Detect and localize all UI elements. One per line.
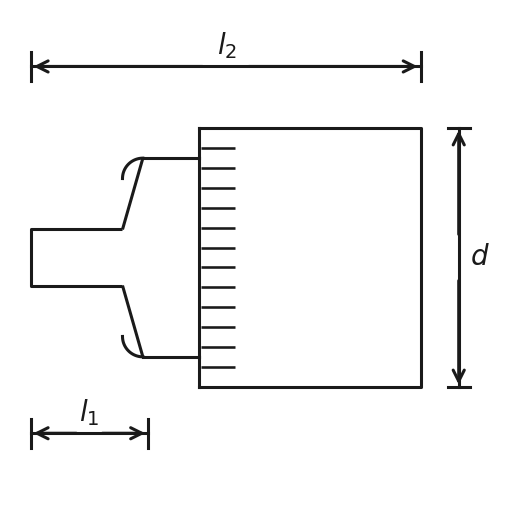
Text: $l_2$: $l_2$ [217,30,237,61]
Text: $l_1$: $l_1$ [79,398,99,428]
Text: $d$: $d$ [470,244,490,271]
